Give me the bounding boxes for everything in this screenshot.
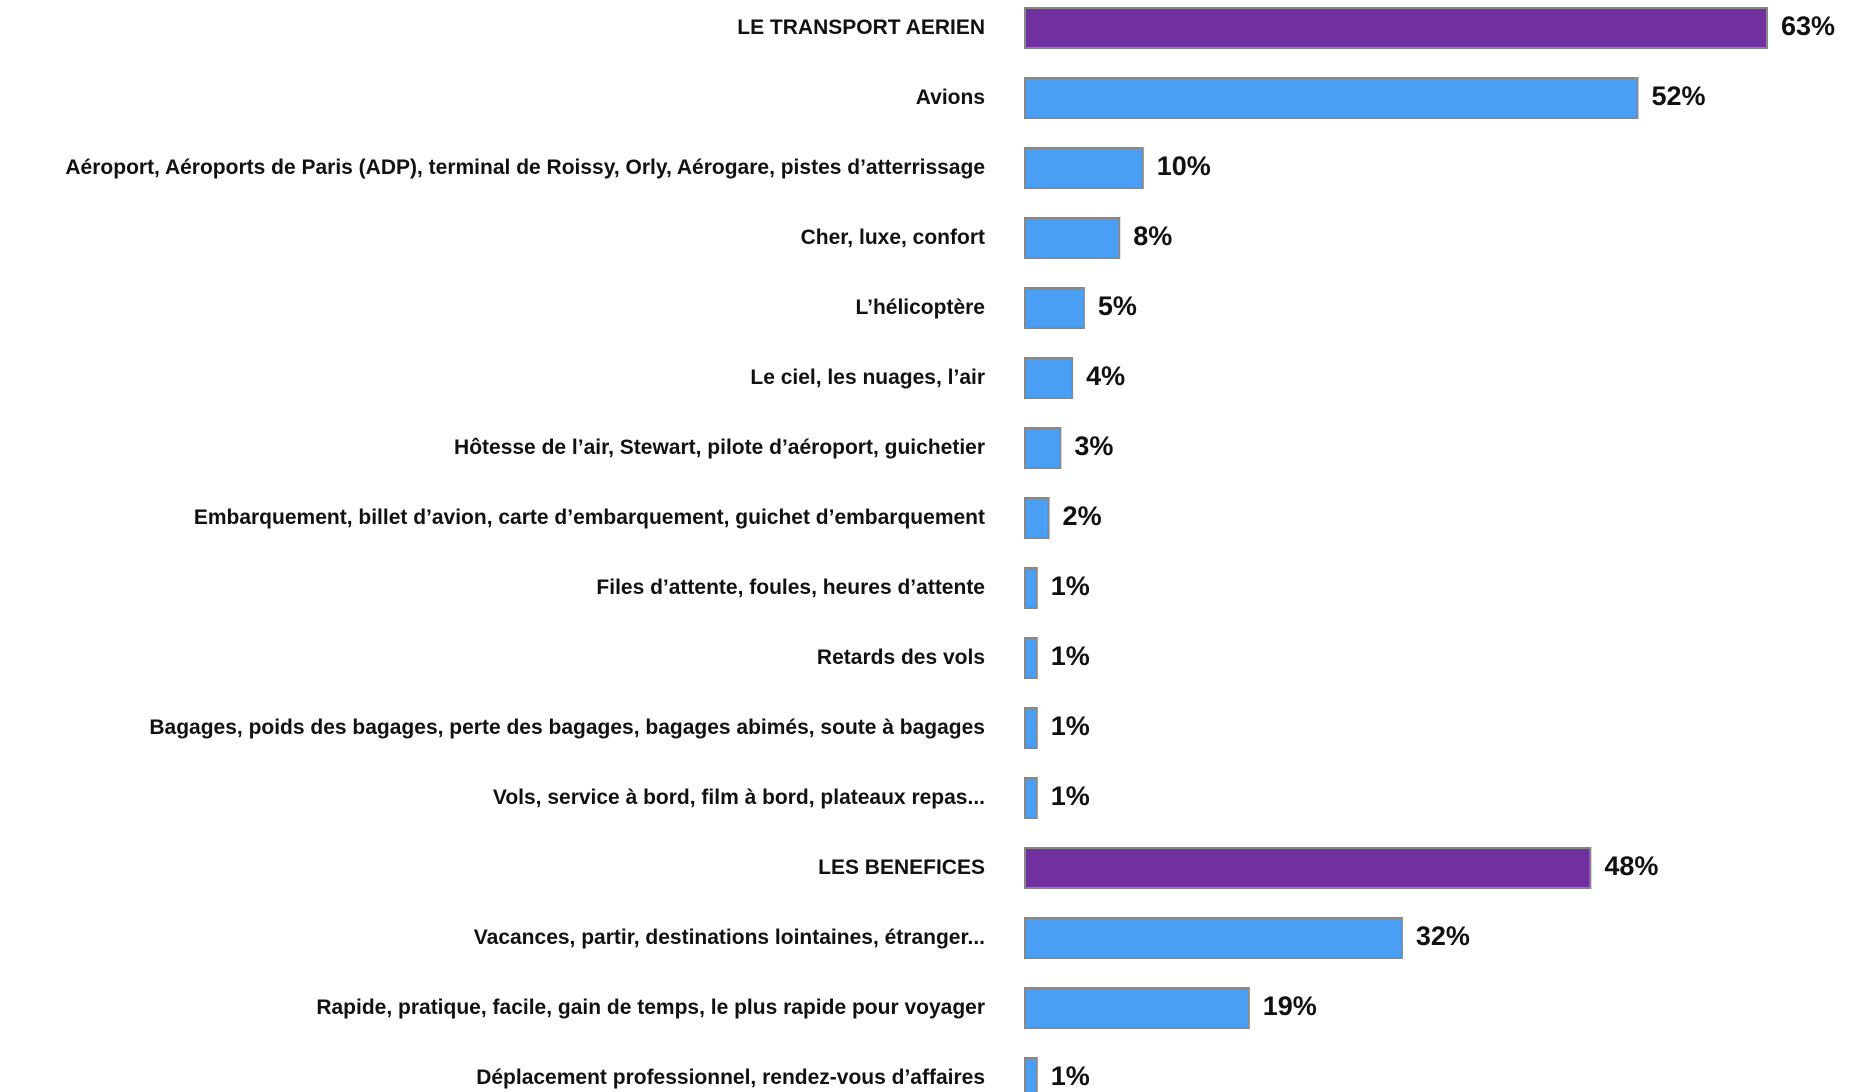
category-text: L’hélicoptère (855, 296, 985, 320)
data-label: 1% (1051, 1061, 1090, 1091)
category-text: Cher, luxe, confort (800, 226, 985, 250)
category-text: Avions (915, 86, 985, 110)
bar (1024, 987, 1250, 1029)
category-label: Rapide, pratique, facile, gain de temps,… (0, 973, 985, 1043)
category-text: Le ciel, les nuages, l’air (750, 366, 985, 390)
category-text: LE TRANSPORT AERIEN (737, 16, 985, 40)
category-label: Avions (0, 63, 985, 133)
category-label: Cher, luxe, confort (0, 203, 985, 273)
data-label: 1% (1051, 781, 1090, 811)
bar (1024, 7, 1768, 49)
category-text: Vols, service à bord, film à bord, plate… (492, 786, 985, 810)
data-label: 3% (1074, 431, 1113, 461)
bar (1024, 357, 1074, 399)
bar (1024, 847, 1592, 889)
bar (1024, 567, 1038, 609)
data-label: 10% (1157, 151, 1211, 181)
category-label: Files d’attente, foules, heures d’attent… (0, 553, 985, 623)
data-label: 1% (1051, 711, 1090, 741)
category-text: LES BENEFICES (818, 856, 985, 880)
data-label: 52% (1651, 81, 1705, 111)
category-label: LES BENEFICES (0, 833, 985, 903)
data-label: 32% (1416, 921, 1470, 951)
data-label: 2% (1063, 501, 1102, 531)
category-text: Rapide, pratique, facile, gain de temps,… (316, 996, 985, 1020)
category-label: Vacances, partir, destinations lointaine… (0, 903, 985, 973)
category-label: Embarquement, billet d’avion, carte d’em… (0, 483, 985, 553)
category-label: Retards des vols (0, 623, 985, 693)
data-label: 48% (1604, 851, 1658, 881)
data-label: 1% (1051, 641, 1090, 671)
category-label: LE TRANSPORT AERIEN (0, 0, 985, 63)
bar (1024, 427, 1062, 469)
bar (1024, 637, 1038, 679)
data-label: 19% (1263, 991, 1317, 1021)
bar (1024, 707, 1038, 749)
category-text: Hôtesse de l’air, Stewart, pilote d’aéro… (454, 436, 985, 460)
category-label: Vols, service à bord, film à bord, plate… (0, 763, 985, 833)
bar (1024, 497, 1050, 539)
data-label: 8% (1133, 221, 1172, 251)
category-label: Déplacement professionnel, rendez-vous d… (0, 1043, 985, 1092)
data-label: 63% (1781, 11, 1835, 41)
category-text: Retards des vols (816, 646, 985, 670)
category-text: Déplacement professionnel, rendez-vous d… (476, 1066, 985, 1090)
bar (1024, 217, 1121, 259)
bar (1024, 1057, 1038, 1092)
category-label: Hôtesse de l’air, Stewart, pilote d’aéro… (0, 413, 985, 483)
bar (1024, 917, 1403, 959)
category-text: Embarquement, billet d’avion, carte d’em… (193, 506, 985, 530)
category-label: L’hélicoptère (0, 273, 985, 343)
category-text: Vacances, partir, destinations lointaine… (473, 926, 985, 950)
category-label: Aéroport, Aéroports de Paris (ADP), term… (0, 133, 985, 203)
data-label: 5% (1098, 291, 1137, 321)
bar (1024, 147, 1144, 189)
bar (1024, 287, 1085, 329)
category-text: Files d’attente, foules, heures d’attent… (596, 576, 985, 600)
data-label: 1% (1051, 571, 1090, 601)
bar (1024, 777, 1038, 819)
data-label: 4% (1086, 361, 1125, 391)
category-text: Bagages, poids des bagages, perte des ba… (149, 716, 985, 740)
bar (1024, 77, 1639, 119)
category-label: Le ciel, les nuages, l’air (0, 343, 985, 413)
category-text: Aéroport, Aéroports de Paris (ADP), term… (65, 156, 985, 180)
category-label: Bagages, poids des bagages, perte des ba… (0, 693, 985, 763)
